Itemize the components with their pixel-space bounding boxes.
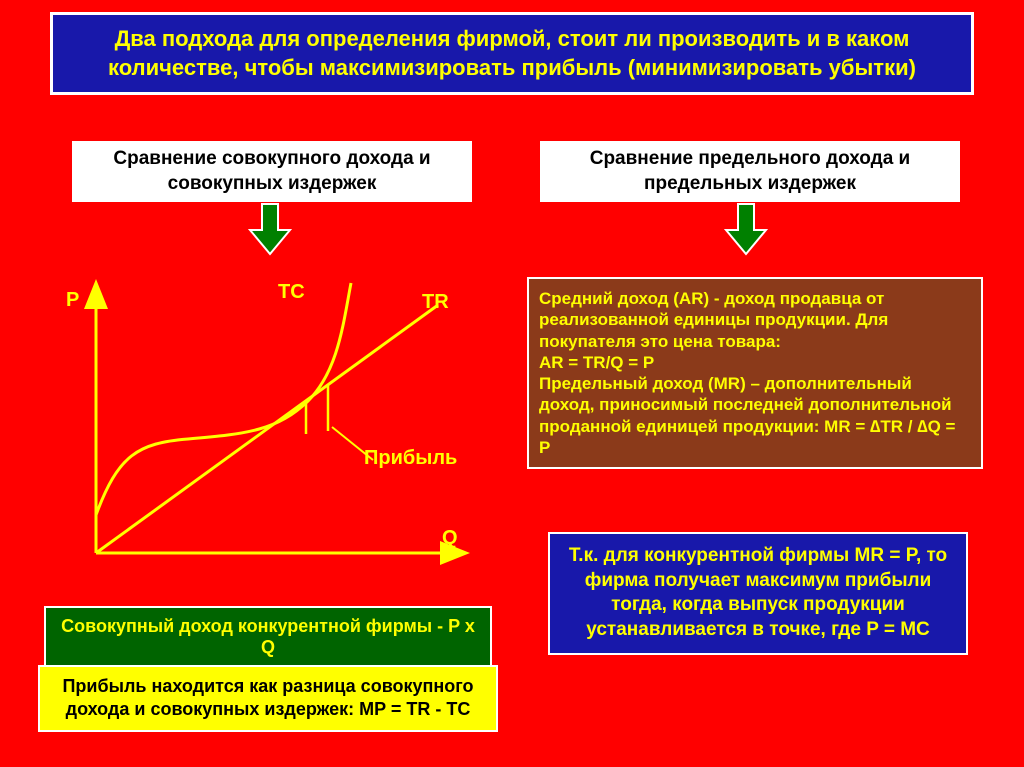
green-text: Совокупный доход конкурентной фирмы - P … <box>61 616 475 657</box>
axis-x-label: Q <box>442 527 458 550</box>
yellow-info-box: Прибыль находится как разница совокупног… <box>38 665 498 732</box>
arrow-down-right-icon <box>724 202 768 256</box>
chart-svg <box>48 275 488 575</box>
chart-container: P TC TR Прибыль Q <box>48 275 488 575</box>
brown-text: Средний доход (AR) - доход продавца от р… <box>539 289 960 457</box>
approach-left-box: Сравнение совокупного дохода и совокупны… <box>72 141 472 202</box>
arrow-down-left-icon <box>248 202 292 256</box>
approach-right-text: Сравнение предельного дохода и предельны… <box>590 148 911 194</box>
tr-label: TR <box>422 291 449 314</box>
title-text: Два подхода для определения фирмой, стои… <box>108 26 916 80</box>
green-info-box: Совокупный доход конкурентной фирмы - P … <box>44 606 492 668</box>
brown-info-box: Средний доход (AR) - доход продавца от р… <box>527 277 983 469</box>
title-box: Два подхода для определения фирмой, стои… <box>50 12 974 95</box>
axis-y-label: P <box>66 289 79 312</box>
profit-label: Прибыль <box>364 447 457 470</box>
blue-info-box: Т.к. для конкурентной фирмы MR = P, то ф… <box>548 532 968 655</box>
yellow-text: Прибыль находится как разница совокупног… <box>62 676 473 719</box>
approach-right-box: Сравнение предельного дохода и предельны… <box>540 141 960 202</box>
approach-left-text: Сравнение совокупного дохода и совокупны… <box>113 148 430 194</box>
blue-text: Т.к. для конкурентной фирмы MR = P, то ф… <box>569 545 947 640</box>
tc-label: TC <box>278 281 305 304</box>
